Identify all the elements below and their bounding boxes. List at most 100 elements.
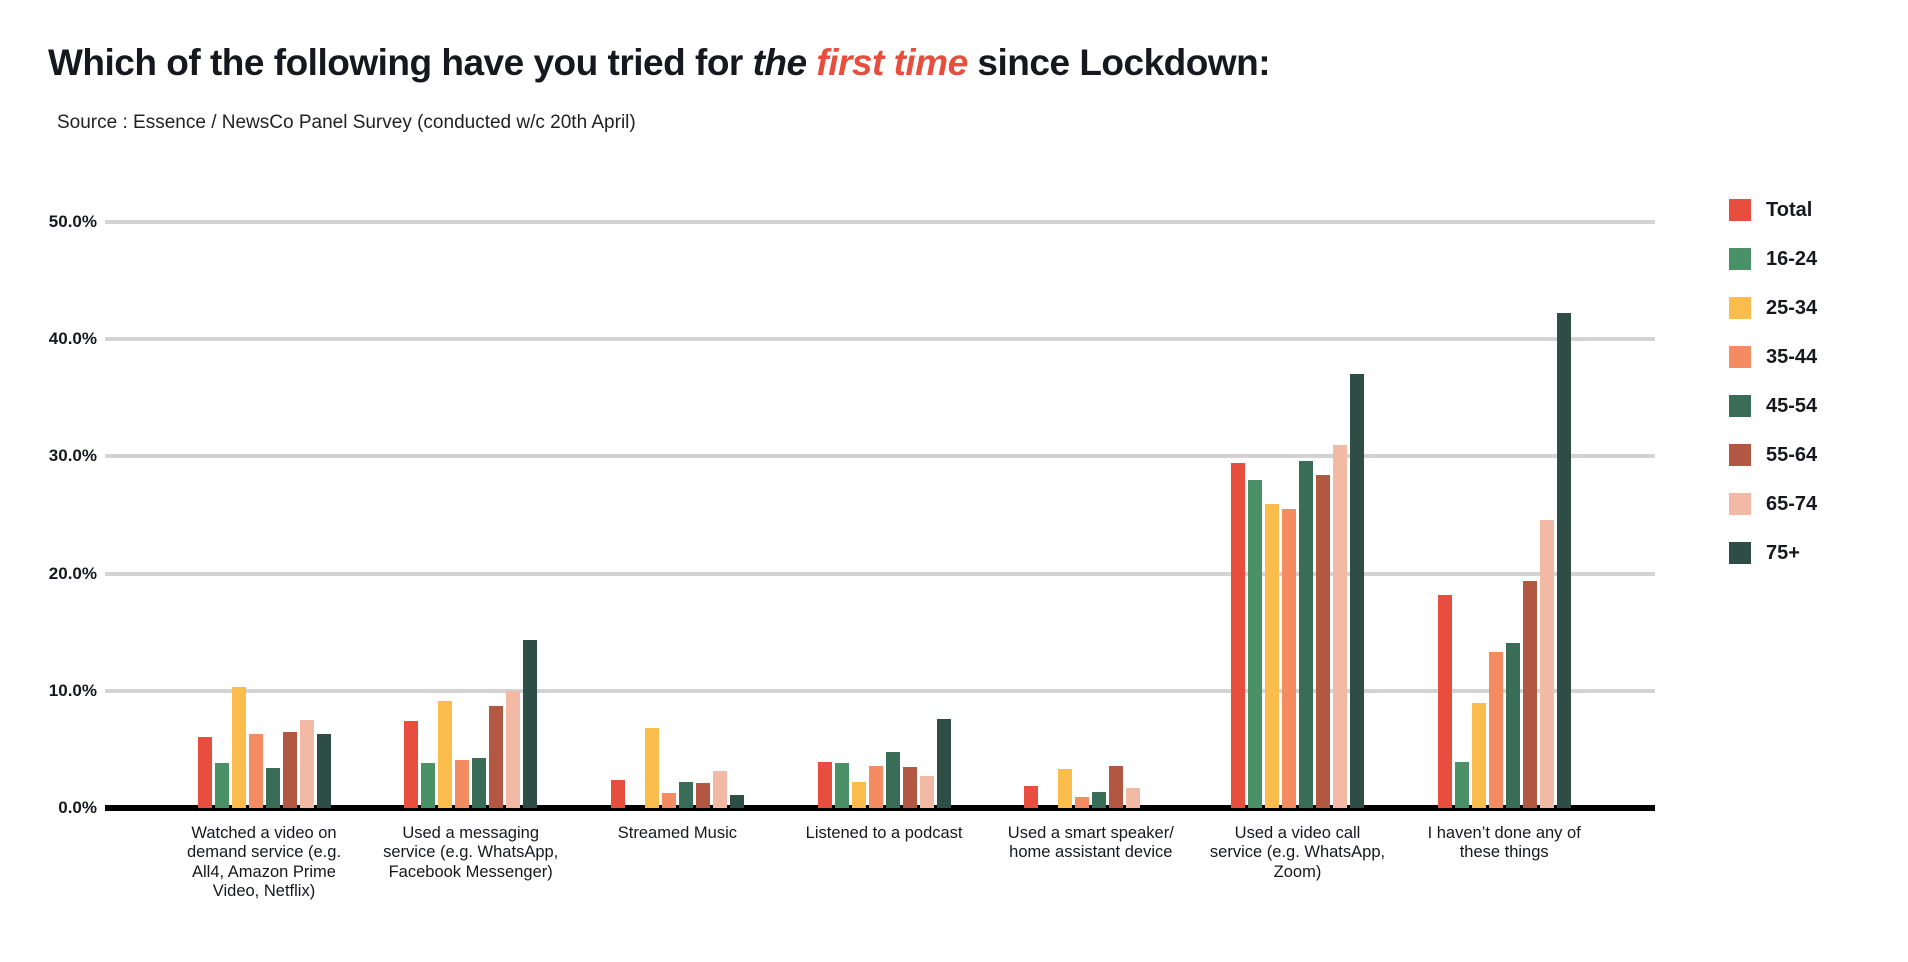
legend-label-16-24: 16-24 xyxy=(1766,248,1818,270)
bar-Total-group3 xyxy=(610,779,625,808)
legend-label-35-44: 35-44 xyxy=(1766,346,1818,368)
bar-75+-group3 xyxy=(729,795,744,808)
gridline-30 xyxy=(105,454,1655,459)
legend-item-75+: 75+ xyxy=(1729,542,1817,564)
bar-65-74-group5 xyxy=(1126,788,1141,808)
legend-label-Total: Total xyxy=(1766,199,1813,221)
bar-35-44-group2 xyxy=(455,759,470,808)
bar-75+-group7 xyxy=(1556,313,1571,808)
bar-group-7 xyxy=(1437,222,1571,808)
legend-item-25-34: 25-34 xyxy=(1729,297,1817,319)
y-tick-label-30: 30.0% xyxy=(48,446,97,466)
gridline-20 xyxy=(105,571,1655,576)
bar-16-24-group1 xyxy=(214,763,229,808)
legend-label-55-64: 55-64 xyxy=(1766,444,1818,466)
chart-title-part4: since Lockdown: xyxy=(967,42,1271,83)
bar-Total-group2 xyxy=(404,721,419,808)
category-label-1: Watched a video on demand service (e.g. … xyxy=(186,824,342,901)
bar-group-6 xyxy=(1231,222,1364,808)
category-label-7: I haven’t done any of these things xyxy=(1427,824,1581,862)
x-axis-line xyxy=(105,805,1655,811)
legend-item-65-74: 65-74 xyxy=(1729,493,1817,515)
bar-45-54-group6 xyxy=(1299,461,1313,808)
legend-label-65-74: 65-74 xyxy=(1766,493,1818,515)
bar-35-44-group6 xyxy=(1282,509,1296,808)
gridline-50 xyxy=(105,220,1655,224)
category-label-4: Listened to a podcast xyxy=(805,824,963,842)
category-label-6: Used a video call service (e.g. WhatsApp… xyxy=(1209,824,1386,881)
gridline-10 xyxy=(105,688,1655,693)
legend-item-55-64: 55-64 xyxy=(1729,444,1817,466)
bar-45-54-group5 xyxy=(1092,791,1107,808)
bar-35-44-group3 xyxy=(661,792,676,808)
y-tick-label-40: 40.0% xyxy=(48,329,97,349)
y-tick-label-10: 10.0% xyxy=(48,680,97,700)
bar-Total-group7 xyxy=(1437,594,1452,808)
bar-55-64-group3 xyxy=(695,783,710,808)
bar-75+-group6 xyxy=(1350,374,1364,808)
bar-16-24-group4 xyxy=(834,763,849,808)
legend-swatch-55-64 xyxy=(1729,444,1751,466)
y-tick-label-50: 50.0% xyxy=(48,212,97,231)
bar-25-34-group2 xyxy=(438,701,453,808)
bar-group-1 xyxy=(197,222,331,808)
legend: Total 16-24 25-34 35-44 45-54 55-64 65-74 75+ xyxy=(1729,199,1817,591)
bar-16-24-group7 xyxy=(1454,762,1469,808)
bar-Total-group6 xyxy=(1231,463,1245,808)
y-tick-label-20: 20.0% xyxy=(48,563,97,583)
bar-group-2 xyxy=(404,222,538,808)
bar-25-34-group7 xyxy=(1471,702,1486,808)
bar-55-64-group5 xyxy=(1109,765,1124,808)
source-caption: Source : Essence / NewsCo Panel Survey (… xyxy=(57,112,636,133)
bar-45-54-group4 xyxy=(885,751,900,808)
category-label-3: Streamed Music xyxy=(617,824,737,842)
chart-title-the-italic: the xyxy=(752,42,808,83)
bar-55-64-group4 xyxy=(902,766,917,808)
bar-25-34-group1 xyxy=(231,687,246,808)
legend-swatch-25-34 xyxy=(1729,297,1751,319)
legend-swatch-Total xyxy=(1729,199,1751,221)
bar-45-54-group1 xyxy=(265,768,280,808)
bar-35-44-group7 xyxy=(1488,652,1503,808)
legend-swatch-45-54 xyxy=(1729,395,1751,417)
bar-Total-group5 xyxy=(1024,785,1039,808)
bar-65-74-group6 xyxy=(1333,444,1347,808)
bar-65-74-group7 xyxy=(1539,519,1554,808)
legend-item-Total: Total xyxy=(1729,199,1817,221)
bar-45-54-group7 xyxy=(1505,642,1520,808)
bar-25-34-group6 xyxy=(1265,504,1279,808)
bar-35-44-group1 xyxy=(248,734,263,808)
bar-65-74-group3 xyxy=(712,770,727,808)
legend-swatch-16-24 xyxy=(1729,248,1751,270)
legend-label-45-54: 45-54 xyxy=(1766,395,1818,417)
bar-65-74-group1 xyxy=(299,720,314,808)
bar-45-54-group2 xyxy=(472,757,487,808)
bar-75+-group1 xyxy=(316,734,331,808)
bar-35-44-group5 xyxy=(1075,797,1090,808)
y-tick-label-0: 0.0% xyxy=(58,798,97,817)
bar-group-3 xyxy=(610,222,744,808)
bar-55-64-group7 xyxy=(1522,580,1537,808)
gridline-40 xyxy=(105,337,1655,342)
bar-16-24-group6 xyxy=(1248,479,1262,808)
category-label-2: Used a messaging service (e.g. WhatsApp,… xyxy=(383,824,559,881)
bar-45-54-group3 xyxy=(678,782,693,808)
bar-group-4 xyxy=(817,222,951,808)
legend-label-75+: 75+ xyxy=(1766,542,1800,564)
chart-title-first-time-highlight: first time xyxy=(816,42,968,83)
bar-75+-group4 xyxy=(936,718,951,808)
bar-65-74-group2 xyxy=(506,690,521,808)
plot-area xyxy=(105,220,1655,811)
bar-Total-group1 xyxy=(197,736,212,808)
legend-swatch-65-74 xyxy=(1729,493,1751,515)
bar-55-64-group1 xyxy=(282,731,297,808)
bar-55-64-group6 xyxy=(1316,475,1330,808)
bar-25-34-group5 xyxy=(1058,769,1073,808)
chart-title-part1: Which of the following have you tried fo… xyxy=(48,42,753,83)
legend-item-45-54: 45-54 xyxy=(1729,395,1817,417)
bar-25-34-group4 xyxy=(851,782,866,808)
bar-group-5 xyxy=(1024,222,1157,808)
bar-Total-group4 xyxy=(817,762,832,808)
category-label-5: Used a smart speaker/ home assistant dev… xyxy=(1007,824,1174,862)
